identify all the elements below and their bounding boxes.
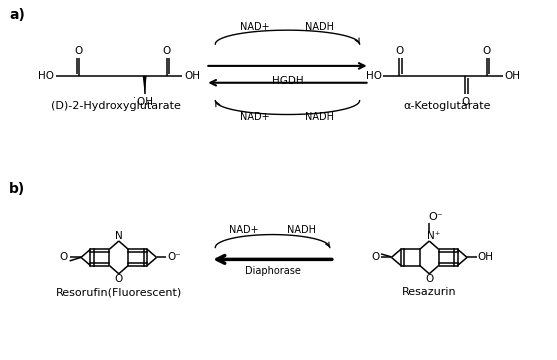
Text: O: O xyxy=(115,274,123,284)
Text: Resorufin(Fluorescent): Resorufin(Fluorescent) xyxy=(56,287,182,297)
Text: α-Ketoglutarate: α-Ketoglutarate xyxy=(403,100,491,111)
Text: a): a) xyxy=(9,8,25,22)
Text: HO: HO xyxy=(365,71,382,81)
Text: NADH: NADH xyxy=(305,112,334,122)
Text: OH: OH xyxy=(505,71,521,81)
Text: OH: OH xyxy=(477,252,494,262)
Text: O: O xyxy=(371,252,379,262)
Text: b): b) xyxy=(9,182,26,196)
Text: N: N xyxy=(115,231,123,241)
Text: O: O xyxy=(425,274,433,284)
Text: NAD+: NAD+ xyxy=(240,112,270,122)
Text: OH: OH xyxy=(184,71,201,81)
Text: O⁻: O⁻ xyxy=(428,212,442,222)
Text: O: O xyxy=(395,46,403,56)
Text: NADH: NADH xyxy=(287,225,316,235)
Text: ̇OH: ̇OH xyxy=(136,96,153,107)
Text: O: O xyxy=(483,46,491,56)
Text: O: O xyxy=(461,96,469,107)
Text: NAD+: NAD+ xyxy=(229,225,259,235)
Text: HGDH: HGDH xyxy=(272,76,304,86)
Text: NADH: NADH xyxy=(305,22,334,32)
Text: O: O xyxy=(60,252,68,262)
Text: N⁺: N⁺ xyxy=(427,231,440,241)
Text: HO: HO xyxy=(38,71,54,81)
Text: Resazurin: Resazurin xyxy=(402,287,457,297)
Text: Diaphorase: Diaphorase xyxy=(245,266,300,276)
Text: O⁻: O⁻ xyxy=(167,252,181,262)
Text: NAD+: NAD+ xyxy=(240,22,270,32)
Text: O: O xyxy=(75,46,83,56)
Text: (D)-2-Hydroxyglutarate: (D)-2-Hydroxyglutarate xyxy=(51,100,181,111)
Text: O: O xyxy=(163,46,170,56)
Polygon shape xyxy=(143,76,146,94)
